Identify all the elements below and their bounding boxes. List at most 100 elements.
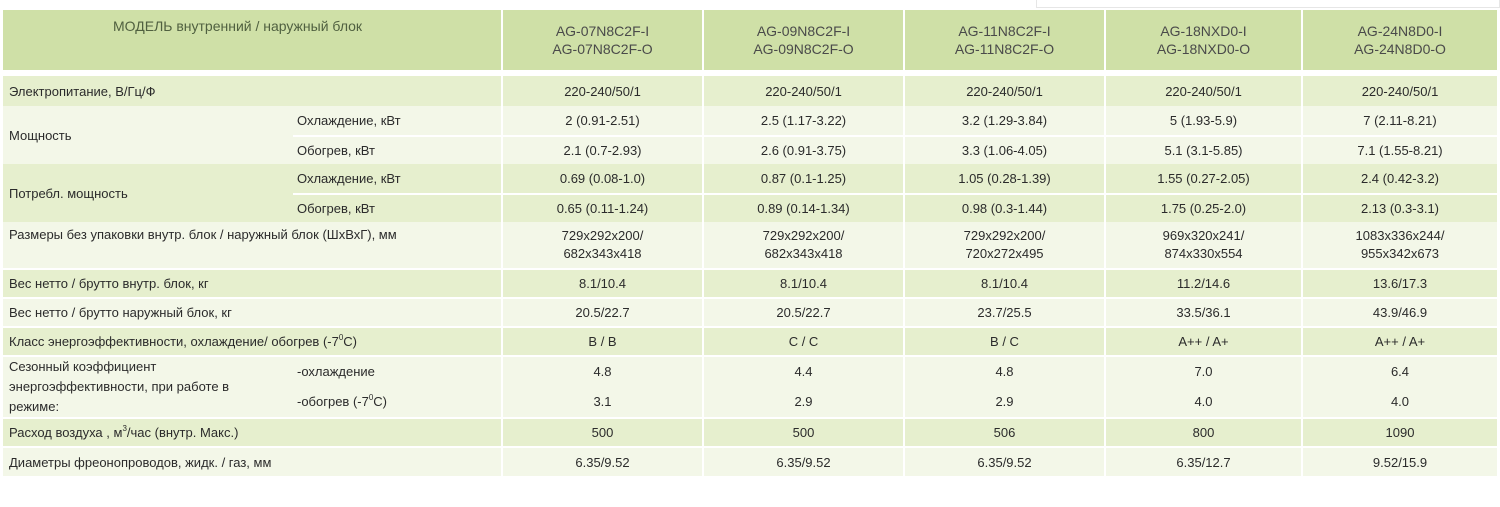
value-cell: 23.7/25.5 xyxy=(903,297,1104,326)
model-column-1: AG-07N8C2F-I AG-07N8C2F-O xyxy=(501,10,702,70)
label-superscript: 0 xyxy=(368,393,374,402)
model-column-2: AG-09N8C2F-I AG-09N8C2F-O xyxy=(702,10,903,70)
value-cell: 220-240/50/1 xyxy=(501,76,702,106)
sub-label: -обогрев (-70С) xyxy=(293,386,501,417)
dim-outdoor: 874x330x554 xyxy=(1164,246,1243,261)
value-cell: 4.8 xyxy=(501,355,702,386)
row-pipes: Диаметры фреонопроводов, жидк. / газ, мм… xyxy=(3,446,1497,476)
value-cell: 7.0 xyxy=(1104,355,1301,386)
label-line: энергоэффективности, при работе в xyxy=(9,379,230,394)
dim-indoor: 729x292x200/ xyxy=(561,228,644,243)
value-cell: 800 xyxy=(1104,417,1301,446)
value-cell: 43.9/46.9 xyxy=(1301,297,1497,326)
value-cell: 2.1 (0.7-2.93) xyxy=(501,135,702,164)
sub-label: Обогрев, кВт xyxy=(293,135,501,164)
outdoor-model: AG-09N8C2F-O xyxy=(753,41,854,57)
sub-label: Охлаждение, кВт xyxy=(297,113,401,128)
value-cell: 0.87 (0.1-1.25) xyxy=(702,164,903,193)
value-cell: 6.35/9.52 xyxy=(501,446,702,476)
value-cell: 500 xyxy=(501,417,702,446)
dim-indoor: 1083x336x244/ xyxy=(1355,228,1445,243)
label-superscript: 0 xyxy=(338,333,344,342)
value-cell: 2.5 (1.17-3.22) xyxy=(702,106,903,135)
spec-table: МОДЕЛЬ внутренний / наружный блок AG-07N… xyxy=(3,10,1497,476)
model-column-3: AG-11N8C2F-I AG-11N8C2F-O xyxy=(903,10,1104,70)
value-cell: 3.3 (1.06-4.05) xyxy=(903,135,1104,164)
dim-indoor: 969x320x241/ xyxy=(1162,228,1245,243)
value-cell: 20.5/22.7 xyxy=(702,297,903,326)
dim-outdoor: 682x343x418 xyxy=(764,246,843,261)
value-cell: 506 xyxy=(903,417,1104,446)
value-cell: 2.6 (0.91-3.75) xyxy=(702,135,903,164)
row-label-seasonal: Сезонный коэффициент энергоэффективности,… xyxy=(3,355,293,417)
row-label: Электропитание, В/Гц/Ф xyxy=(9,83,156,99)
row-label: Расход воздуха , м3/час (внутр. Макс.) xyxy=(3,417,501,446)
value-cell: 729x292x200/720x272x495 xyxy=(903,222,1104,268)
value-cell: 220-240/50/1 xyxy=(1301,76,1497,106)
outdoor-model: AG-11N8C2F-O xyxy=(954,41,1055,57)
value-cell: B / C xyxy=(903,326,1104,355)
value-cell: 2.4 (0.42-3.2) xyxy=(1301,164,1497,193)
value-cell: 3.1 xyxy=(501,386,702,417)
row-label-capacity: Мощность xyxy=(3,106,293,164)
outdoor-model: AG-24N8D0-O xyxy=(1354,41,1446,57)
value-cell: 2.9 xyxy=(702,386,903,417)
sub-label: -охлаждение xyxy=(293,355,501,386)
value-cell: 220-240/50/1 xyxy=(903,76,1104,106)
top-frame-decoration xyxy=(1036,0,1500,8)
indoor-model: AG-07N8C2F-I xyxy=(555,23,650,39)
value-cell: 0.98 (0.3-1.44) xyxy=(903,193,1104,222)
indoor-model: AG-18NXD0-I xyxy=(1160,23,1247,39)
row-label: Диаметры фреонопроводов, жидк. / газ, мм xyxy=(3,446,501,476)
value-cell: 729x292x200/682x343x418 xyxy=(702,222,903,268)
row-label: Класс энергоэффективности, охлаждение/ о… xyxy=(3,326,501,355)
value-cell: 33.5/36.1 xyxy=(1104,297,1301,326)
row-airflow: Расход воздуха , м3/час (внутр. Макс.) 5… xyxy=(3,417,1497,446)
value-cell: 500 xyxy=(702,417,903,446)
value-cell: 8.1/10.4 xyxy=(702,268,903,297)
row-dimensions: Размеры без упаковки внутр. блок / наруж… xyxy=(3,222,1497,268)
value-cell: 7 (2.11-8.21) xyxy=(1301,106,1497,135)
value-cell: 2.13 (0.3-3.1) xyxy=(1301,193,1497,222)
value-cell: 0.89 (0.14-1.34) xyxy=(702,193,903,222)
label-part: С) xyxy=(373,394,388,409)
label-part: Класс энергоэффективности, охлаждение/ о… xyxy=(9,334,339,349)
value-cell: 3.2 (1.29-3.84) xyxy=(903,106,1104,135)
dim-indoor: 729x292x200/ xyxy=(963,228,1046,243)
value-cell: 6.35/9.52 xyxy=(903,446,1104,476)
dim-outdoor: 682x343x418 xyxy=(563,246,642,261)
label-superscript: 3 xyxy=(122,424,127,433)
value-cell: 1090 xyxy=(1301,417,1497,446)
value-cell: 6.4 xyxy=(1301,355,1497,386)
value-cell: 8.1/10.4 xyxy=(903,268,1104,297)
model-column-4: AG-18NXD0-I AG-18NXD0-O xyxy=(1104,10,1301,70)
dim-outdoor: 955x342x673 xyxy=(1360,246,1440,261)
value-cell: 4.0 xyxy=(1301,386,1497,417)
label-part: /час (внутр. Макс.) xyxy=(126,425,239,440)
label-part: -обогрев (-7 xyxy=(297,394,369,409)
value-cell: 220-240/50/1 xyxy=(1104,76,1301,106)
value-cell: 11.2/14.6 xyxy=(1104,268,1301,297)
row-label-consumption: Потребл. мощность xyxy=(3,164,293,222)
value-cell: 4.0 xyxy=(1104,386,1301,417)
value-cell: 13.6/17.3 xyxy=(1301,268,1497,297)
value-cell: 2.9 xyxy=(903,386,1104,417)
value-cell: 4.4 xyxy=(702,355,903,386)
value-cell: A++ / A+ xyxy=(1104,326,1301,355)
row-label: Размеры без упаковки внутр. блок / наруж… xyxy=(9,227,397,242)
row-weight-outdoor: Вес нетто / брутто наружный блок, кг 20.… xyxy=(3,297,1497,326)
row-label: Вес нетто / брутто наружный блок, кг xyxy=(3,297,501,326)
outdoor-model: AG-07N8C2F-O xyxy=(552,41,653,57)
model-header-label: МОДЕЛЬ внутренний / наружный блок xyxy=(3,10,501,70)
indoor-model: AG-09N8C2F-I xyxy=(756,23,851,39)
value-cell: 1083x336x244/955x342x673 xyxy=(1301,222,1497,268)
value-cell: 5.1 (3.1-5.85) xyxy=(1104,135,1301,164)
value-cell: A++ / A+ xyxy=(1301,326,1497,355)
header-row: МОДЕЛЬ внутренний / наружный блок AG-07N… xyxy=(3,10,1497,70)
value-cell: 4.8 xyxy=(903,355,1104,386)
value-cell: 0.65 (0.11-1.24) xyxy=(501,193,702,222)
value-cell: 729x292x200/682x343x418 xyxy=(501,222,702,268)
row-label: Вес нетто / брутто внутр. блок, кг xyxy=(3,268,501,297)
value-cell: 9.52/15.9 xyxy=(1301,446,1497,476)
label-line: режиме: xyxy=(9,399,60,414)
